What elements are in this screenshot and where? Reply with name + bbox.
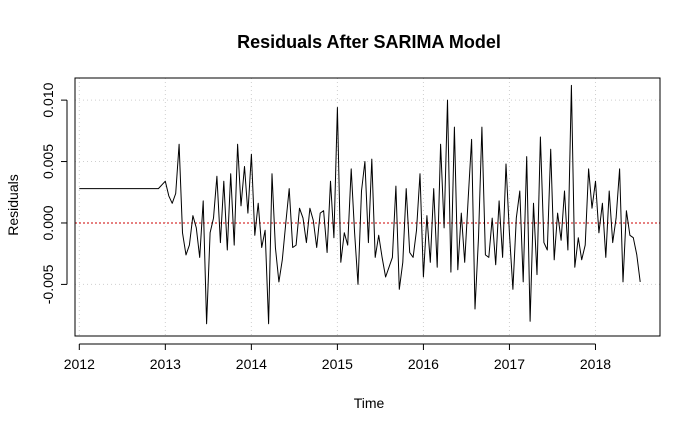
y-axis: -0.005 0.000 0.005 0.010 bbox=[40, 82, 68, 304]
y-axis-label: Residuals bbox=[5, 174, 21, 235]
residual-series-line-0 bbox=[79, 84, 641, 325]
chart-title: Residuals After SARIMA Model bbox=[237, 32, 501, 52]
y-tick-label-1: 0.000 bbox=[40, 205, 56, 240]
y-tick-label-2: 0.005 bbox=[40, 144, 56, 179]
x-tick-label-0: 2012 bbox=[64, 356, 95, 372]
x-tick-label-2: 2014 bbox=[236, 356, 267, 372]
y-tick-label-3: 0.010 bbox=[40, 82, 56, 117]
x-tick-label-1: 2013 bbox=[150, 356, 181, 372]
y-tick-label-0: -0.005 bbox=[40, 264, 56, 304]
plot-frame bbox=[74, 77, 661, 337]
series-layer bbox=[79, 84, 641, 325]
x-axis-label: Time bbox=[354, 395, 385, 411]
x-tick-label-6: 2018 bbox=[580, 356, 611, 372]
grid bbox=[75, 78, 660, 336]
x-tick-label-5: 2017 bbox=[494, 356, 525, 372]
x-tick-label-4: 2016 bbox=[408, 356, 439, 372]
x-axis: 2012 2013 2014 2015 2016 2017 2018 bbox=[64, 343, 611, 372]
x-tick-label-3: 2015 bbox=[322, 356, 353, 372]
